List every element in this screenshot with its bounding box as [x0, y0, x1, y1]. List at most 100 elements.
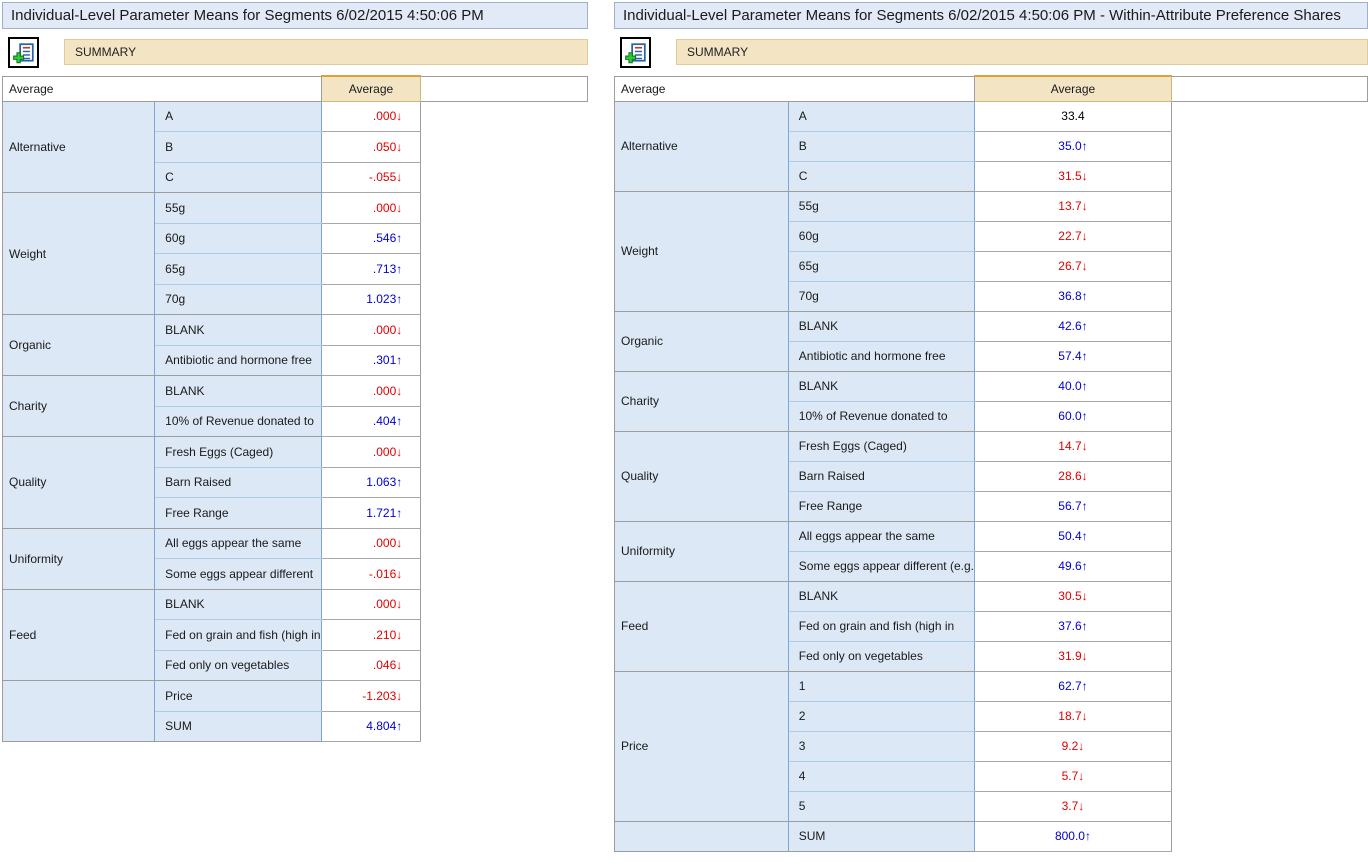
value-text: .000 — [373, 384, 396, 398]
trend-down-icon: ↓ — [1082, 199, 1088, 213]
value-cell: 9.2↓ — [975, 731, 1172, 761]
value-cell: -.016↓ — [321, 559, 421, 590]
value-text: 37.6 — [1058, 619, 1081, 633]
value-text: .046 — [373, 658, 396, 672]
value-text: 49.6 — [1058, 559, 1081, 573]
add-report-icon — [625, 42, 647, 64]
table-row: QualityFresh Eggs (Caged).000↓ — [3, 437, 588, 468]
table-row: QualityFresh Eggs (Caged)14.7↓ — [615, 431, 1368, 461]
value-text: -.016 — [369, 567, 396, 581]
trend-down-icon: ↓ — [396, 536, 402, 550]
add-window-button[interactable] — [620, 37, 651, 68]
value-text: 800.0 — [1055, 829, 1085, 843]
value-text: 9.2 — [1062, 739, 1079, 753]
attribute-group-cell: Uniformity — [615, 521, 789, 581]
trend-down-icon: ↓ — [396, 567, 402, 581]
trend-up-icon: ↑ — [1082, 499, 1088, 513]
attribute-group-cell: Organic — [3, 315, 155, 376]
level-label-cell: Free Range — [155, 498, 321, 529]
level-label-cell: B — [788, 131, 974, 161]
trend-down-icon: ↓ — [1078, 769, 1084, 783]
trend-up-icon: ↑ — [1082, 679, 1088, 693]
level-label-cell: BLANK — [155, 376, 321, 407]
level-label-cell: Barn Raised — [155, 467, 321, 498]
trend-up-icon: ↑ — [396, 292, 402, 306]
trend-down-icon: ↓ — [396, 170, 402, 184]
trend-up-icon: ↑ — [396, 506, 402, 520]
trend-down-icon: ↓ — [396, 445, 402, 459]
attribute-group-cell — [3, 681, 155, 742]
value-text: 13.7 — [1058, 199, 1081, 213]
table-row: FeedBLANK30.5↓ — [615, 581, 1368, 611]
level-label-cell: BLANK — [788, 581, 974, 611]
summary-band[interactable]: SUMMARY — [64, 39, 588, 65]
parameter-means-table: AverageAverageAlternativeA.000↓B.050↓C-.… — [2, 75, 588, 742]
level-label-cell: All eggs appear the same — [155, 528, 321, 559]
report-panel-preference-shares: Individual-Level Parameter Means for Seg… — [612, 0, 1368, 868]
value-cell: .000↓ — [321, 101, 421, 132]
level-label-cell: Fed only on vegetables — [155, 650, 321, 681]
value-text: 36.8 — [1058, 289, 1081, 303]
value-text: 1.721 — [366, 506, 396, 520]
level-label-cell: C — [788, 161, 974, 191]
trend-up-icon: ↑ — [1082, 529, 1088, 543]
add-report-icon — [13, 42, 35, 64]
trend-down-icon: ↓ — [396, 109, 402, 123]
level-label-cell: BLANK — [155, 589, 321, 620]
column-header-empty — [1171, 76, 1367, 101]
value-text: 57.4 — [1058, 349, 1081, 363]
value-cell: 1.721↑ — [321, 498, 421, 529]
trend-up-icon: ↑ — [1082, 379, 1088, 393]
value-cell: 14.7↓ — [975, 431, 1172, 461]
level-label-cell: Fed on grain and fish (high in — [788, 611, 974, 641]
level-label-cell: 4 — [788, 761, 974, 791]
table-row: AlternativeA.000↓ — [3, 101, 588, 132]
trend-down-icon: ↓ — [396, 597, 402, 611]
data-grid: AverageAverageAlternativeA33.4B35.0↑C31.… — [614, 75, 1368, 852]
value-cell: 42.6↑ — [975, 311, 1172, 341]
trend-up-icon: ↑ — [1082, 289, 1088, 303]
level-label-cell: Antibiotic and hormone free — [155, 345, 321, 376]
trend-up-icon: ↑ — [396, 414, 402, 428]
trend-up-icon: ↑ — [1082, 619, 1088, 633]
value-cell: 800.0↑ — [975, 821, 1172, 851]
value-cell: .050↓ — [321, 132, 421, 163]
trend-up-icon: ↑ — [396, 262, 402, 276]
trend-down-icon: ↓ — [396, 384, 402, 398]
value-text: .000 — [373, 597, 396, 611]
attribute-group-cell: Alternative — [615, 101, 789, 191]
attribute-group-cell: Feed — [3, 589, 155, 681]
value-text: 30.5 — [1058, 589, 1081, 603]
trend-down-icon: ↓ — [396, 689, 402, 703]
value-cell: 37.6↑ — [975, 611, 1172, 641]
attribute-group-cell: Organic — [615, 311, 789, 371]
value-cell: .000↓ — [321, 193, 421, 224]
value-cell: .000↓ — [321, 589, 421, 620]
value-text: 35.0 — [1058, 139, 1081, 153]
level-label-cell: BLANK — [788, 371, 974, 401]
value-cell: 62.7↑ — [975, 671, 1172, 701]
value-cell: 26.7↓ — [975, 251, 1172, 281]
trend-down-icon: ↓ — [1082, 229, 1088, 243]
value-text: .050 — [373, 140, 396, 154]
attribute-group-cell: Quality — [615, 431, 789, 521]
level-label-cell: 2 — [788, 701, 974, 731]
value-cell: 5.7↓ — [975, 761, 1172, 791]
attribute-group-cell: Weight — [3, 193, 155, 315]
value-cell: 1.023↑ — [321, 284, 421, 315]
report-panel-parameter-means: Individual-Level Parameter Means for Seg… — [0, 0, 588, 868]
value-text: 31.9 — [1058, 649, 1081, 663]
value-cell: 35.0↑ — [975, 131, 1172, 161]
value-text: 56.7 — [1058, 499, 1081, 513]
data-grid: AverageAverageAlternativeA.000↓B.050↓C-.… — [2, 75, 588, 742]
value-cell: 50.4↑ — [975, 521, 1172, 551]
value-text: 62.7 — [1058, 679, 1081, 693]
level-label-cell: Some eggs appear different — [155, 559, 321, 590]
value-text: .000 — [373, 445, 396, 459]
add-window-button[interactable] — [8, 37, 39, 68]
summary-band[interactable]: SUMMARY — [676, 39, 1368, 65]
trend-up-icon: ↑ — [396, 231, 402, 245]
trend-up-icon: ↑ — [1082, 319, 1088, 333]
column-header-average-label: Average — [615, 76, 975, 101]
level-label-cell: 3 — [788, 731, 974, 761]
